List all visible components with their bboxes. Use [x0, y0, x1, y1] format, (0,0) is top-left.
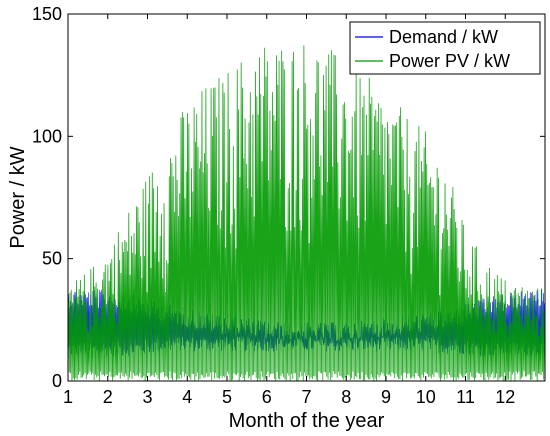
- x-tick-label: 9: [381, 387, 391, 407]
- y-tick-label: 50: [42, 249, 62, 269]
- x-tick-label: 6: [262, 387, 272, 407]
- y-tick-label: 100: [32, 126, 62, 146]
- x-axis-label: Month of the year: [229, 410, 385, 432]
- legend: Demand / kW Power PV / kW: [349, 21, 541, 75]
- y-tick-label: 0: [52, 371, 62, 391]
- legend-box: [349, 21, 541, 75]
- x-tick-label: 8: [341, 387, 351, 407]
- series-layer: [67, 45, 546, 381]
- y-tick-label: 150: [32, 4, 62, 24]
- x-tick-label: 7: [301, 387, 311, 407]
- x-tick-label: 11: [456, 387, 475, 407]
- x-tick-label: 1: [63, 387, 73, 407]
- pv-series-line: [67, 45, 546, 381]
- plot-area: [67, 13, 546, 382]
- x-tick-label: 3: [142, 387, 152, 407]
- legend-label: Power PV / kW: [389, 51, 510, 71]
- x-tick-label: 12: [495, 387, 515, 407]
- x-tick-label: 4: [182, 387, 192, 407]
- x-tick-label: 5: [222, 387, 232, 407]
- x-tick-label: 10: [416, 387, 436, 407]
- y-axis-label: Power / kW: [7, 146, 29, 248]
- legend-label: Demand / kW: [389, 27, 498, 47]
- x-tick-label: 2: [103, 387, 113, 407]
